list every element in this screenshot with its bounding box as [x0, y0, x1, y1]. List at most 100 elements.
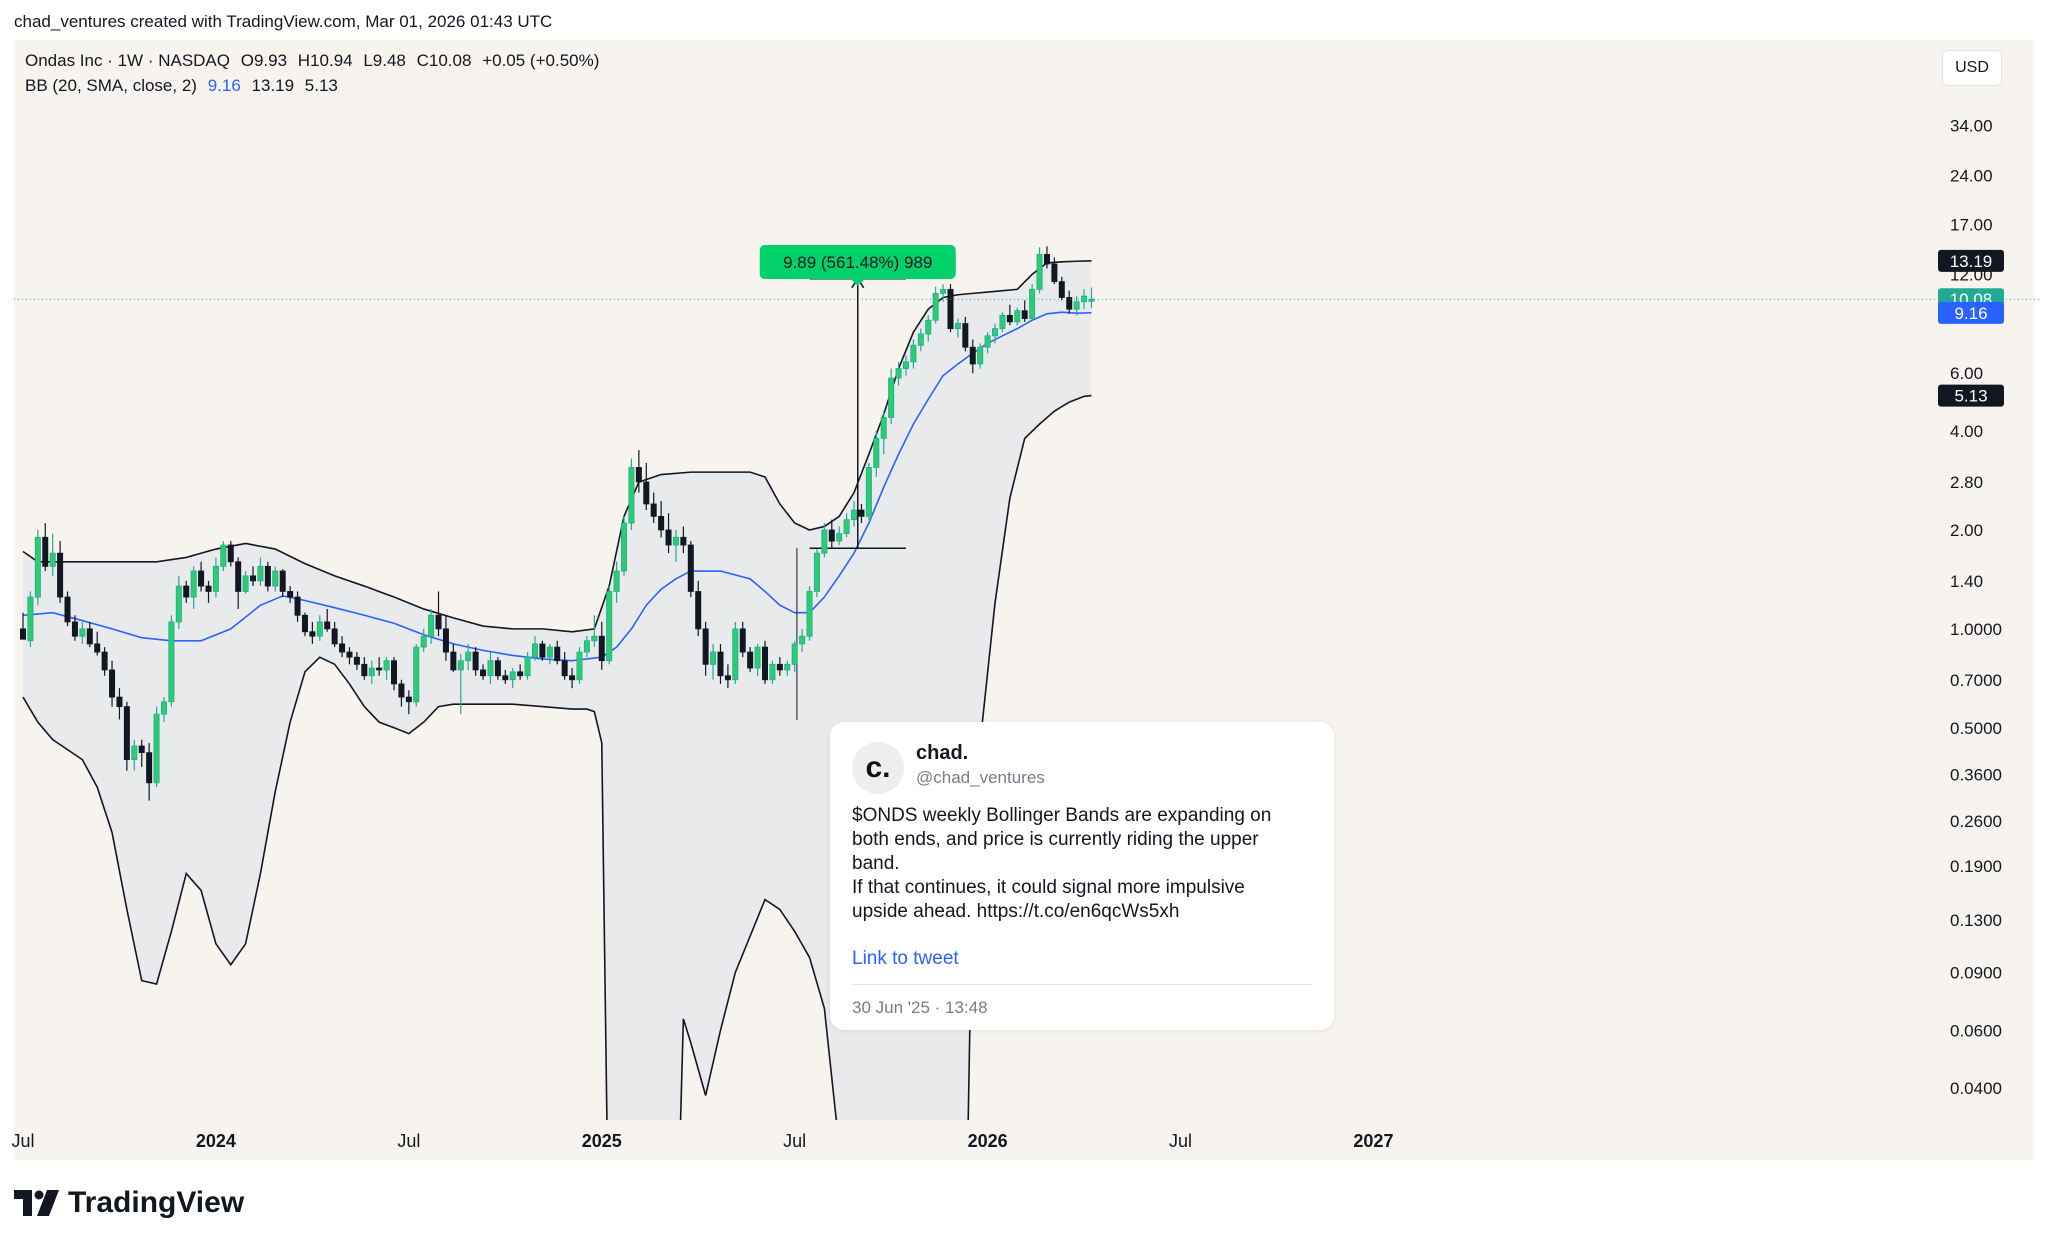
- candle: [902, 355, 909, 376]
- svg-text:13.19: 13.19: [1950, 252, 1993, 271]
- y-tick-label: 0.0600: [1950, 1021, 2002, 1040]
- candle: [739, 621, 746, 658]
- x-tick-label: Jul: [783, 1131, 806, 1151]
- candle: [435, 591, 442, 637]
- tweet-link[interactable]: Link to tweet: [852, 948, 959, 969]
- candle: [472, 647, 479, 676]
- tweet-author-handle: @chad_ventures: [916, 768, 1045, 787]
- candle: [287, 586, 294, 603]
- candle: [992, 323, 999, 344]
- candle: [925, 315, 932, 342]
- candle: [813, 549, 820, 598]
- svg-text:5.13: 5.13: [1954, 387, 1987, 406]
- candle: [138, 739, 145, 767]
- y-tick-label: 0.1900: [1950, 857, 2002, 876]
- ohlc-low: L9.48: [363, 51, 406, 70]
- candle: [1088, 287, 1095, 308]
- bb-upper-value: 13.19: [251, 76, 295, 95]
- candle: [962, 316, 969, 352]
- price-axis-badge: 9.16: [1938, 301, 2004, 324]
- candle: [635, 450, 642, 493]
- candle: [160, 697, 167, 723]
- candle: [175, 575, 182, 629]
- candle: [376, 657, 383, 676]
- candle: [123, 701, 130, 771]
- candle: [650, 492, 657, 524]
- candle: [64, 591, 71, 627]
- bb-lower-line: [22, 394, 1092, 1120]
- candle: [324, 608, 331, 632]
- y-tick-label: 0.5000: [1950, 719, 2002, 738]
- candle: [672, 529, 679, 562]
- candle: [1014, 307, 1021, 326]
- candle: [569, 668, 576, 689]
- candle: [546, 643, 553, 665]
- candle: [101, 647, 108, 676]
- candle: [1029, 284, 1036, 321]
- candle: [836, 526, 843, 546]
- tweet-date: 30 Jun '25 · 13:48: [852, 998, 988, 1017]
- candle: [346, 647, 353, 665]
- candle: [977, 343, 984, 369]
- candle: [754, 643, 761, 676]
- svg-text:9.16: 9.16: [1954, 304, 1987, 323]
- candle: [606, 586, 613, 665]
- candle: [413, 643, 420, 707]
- candle: [383, 657, 390, 680]
- tweet-line: $ONDS weekly Bollinger Bands are expandi…: [852, 805, 1272, 826]
- candle: [710, 643, 717, 680]
- candle: [353, 652, 360, 670]
- candle: [1058, 276, 1065, 301]
- candle: [480, 664, 487, 680]
- candle: [1073, 296, 1080, 316]
- candle: [109, 660, 116, 707]
- candle: [717, 643, 724, 684]
- candle: [940, 284, 947, 302]
- candle: [494, 657, 501, 680]
- candle: [502, 669, 509, 684]
- candle: [309, 621, 316, 644]
- candle: [428, 608, 435, 644]
- y-tick-label: 17.00: [1950, 216, 1993, 235]
- candle: [450, 643, 457, 672]
- y-tick-label: 0.2600: [1950, 812, 2002, 831]
- tweet-line: upside ahead. https://t.co/en6qcWs5xh: [852, 901, 1180, 922]
- tweet-text: $ONDS weekly Bollinger Bands are expandi…: [852, 804, 1322, 924]
- x-tick-label: Jul: [1169, 1131, 1192, 1151]
- y-tick-label: 0.3600: [1950, 766, 2002, 785]
- bb-upper-line: [22, 260, 1092, 633]
- bb-basis-line: [22, 311, 1092, 662]
- candle: [509, 668, 516, 689]
- candle: [361, 657, 368, 680]
- candle: [205, 580, 212, 603]
- candle: [628, 458, 635, 530]
- y-tick-label: 24.00: [1950, 166, 1993, 185]
- candle: [183, 580, 190, 603]
- candle: [791, 640, 798, 672]
- candle: [34, 529, 41, 606]
- bb-lower-value: 5.13: [304, 76, 338, 95]
- candle: [821, 523, 828, 558]
- candle: [153, 706, 160, 788]
- candle: [784, 660, 791, 676]
- candle: [368, 660, 375, 684]
- candle: [947, 284, 954, 333]
- candle: [168, 615, 175, 707]
- candle: [79, 621, 86, 644]
- candle: [524, 652, 531, 680]
- candle: [621, 516, 628, 576]
- price-axis-badge: 5.13: [1938, 384, 2004, 407]
- candle: [680, 526, 687, 554]
- ohlc-high: H10.94: [297, 51, 353, 70]
- tradingview-logo-icon: [14, 1190, 59, 1216]
- x-tick-label: 2026: [968, 1131, 1008, 1151]
- candle: [235, 557, 242, 609]
- currency-button[interactable]: USD: [1942, 50, 2002, 86]
- avatar: c.: [852, 742, 904, 794]
- bb-band-fill: [23, 260, 1092, 1120]
- candle: [932, 286, 939, 324]
- measure-label: 9.89 (561.48%) 989: [759, 245, 956, 286]
- candle: [724, 664, 731, 689]
- tradingview-logo[interactable]: TradingView: [14, 1186, 244, 1220]
